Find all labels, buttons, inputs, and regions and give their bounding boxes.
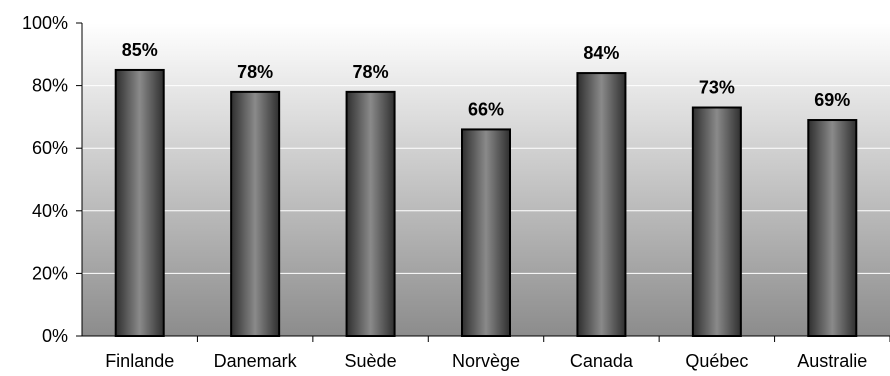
data-label: 73% — [699, 78, 735, 98]
data-label: 69% — [814, 90, 850, 110]
x-category-label: Suède — [345, 351, 397, 371]
data-labels: 85% 78% 78% 66% 84% 73% 69% — [122, 40, 851, 119]
x-category-label: Québec — [685, 351, 748, 371]
bar — [576, 72, 627, 338]
bar — [114, 68, 165, 337]
y-tick-label: 20% — [32, 263, 68, 283]
y-tick-label: 100% — [22, 13, 68, 33]
data-label: 84% — [583, 43, 619, 63]
y-tick-label: 60% — [32, 138, 68, 158]
y-axis-tick-labels: 0% 20% 40% 60% 80% 100% — [22, 13, 68, 346]
data-label: 85% — [122, 40, 158, 60]
x-axis-category-labels: Finlande Danemark Suède Norvège Canada Québec… — [105, 351, 867, 371]
bar — [345, 90, 396, 337]
data-label: 66% — [468, 99, 504, 119]
bar — [691, 106, 742, 338]
x-category-label: Canada — [570, 351, 634, 371]
bar-series — [114, 68, 858, 338]
x-category-label: Finlande — [105, 351, 174, 371]
x-category-label: Australie — [797, 351, 867, 371]
axes — [76, 22, 890, 342]
bar — [807, 119, 858, 337]
data-label: 78% — [237, 62, 273, 82]
bar — [230, 90, 281, 337]
y-tick-label: 80% — [32, 76, 68, 96]
x-category-label: Danemark — [214, 351, 298, 371]
data-label: 78% — [353, 62, 389, 82]
x-category-label: Norvège — [452, 351, 520, 371]
y-tick-label: 0% — [42, 326, 68, 346]
y-tick-label: 40% — [32, 201, 68, 221]
bar — [461, 128, 511, 337]
